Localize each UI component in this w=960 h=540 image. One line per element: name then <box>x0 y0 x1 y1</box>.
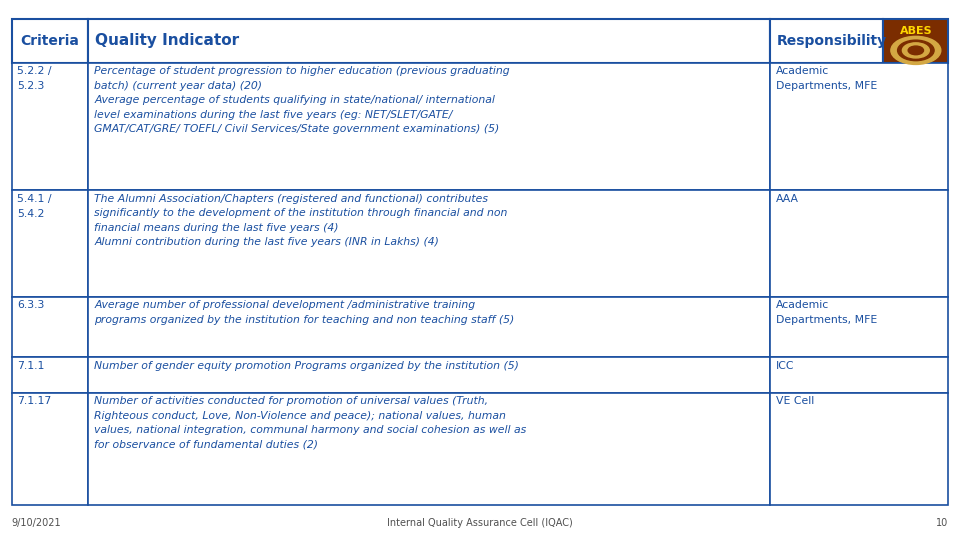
Bar <box>88 357 771 393</box>
Bar <box>88 19 771 63</box>
Text: 5.2.2 /
5.2.3: 5.2.2 / 5.2.3 <box>17 66 52 91</box>
Bar <box>771 357 948 393</box>
Text: Criteria: Criteria <box>20 34 80 48</box>
Bar <box>88 296 771 357</box>
Circle shape <box>898 40 934 60</box>
Bar <box>12 357 88 393</box>
Bar <box>12 19 88 63</box>
Text: 9/10/2021: 9/10/2021 <box>12 518 61 528</box>
Bar <box>771 19 883 63</box>
Text: 7.1.1: 7.1.1 <box>17 361 45 371</box>
Text: Academic
Departments, MFE: Academic Departments, MFE <box>777 300 877 325</box>
Text: Number of gender equity promotion Programs organized by the institution (5): Number of gender equity promotion Progra… <box>94 361 519 371</box>
Text: ABES: ABES <box>900 26 932 36</box>
Text: The Alumni Association/Chapters (registered and functional) contributes
signific: The Alumni Association/Chapters (registe… <box>94 194 508 247</box>
Text: Average number of professional development /administrative training
programs org: Average number of professional developme… <box>94 300 515 325</box>
Circle shape <box>891 36 941 64</box>
Circle shape <box>902 43 929 58</box>
Text: VE Cell: VE Cell <box>777 396 814 406</box>
Bar <box>771 190 948 296</box>
Bar <box>12 63 88 190</box>
Bar <box>771 393 948 505</box>
Bar <box>88 63 771 190</box>
Text: 5.4.1 /
5.4.2: 5.4.1 / 5.4.2 <box>17 194 52 219</box>
Text: AAA: AAA <box>777 194 800 204</box>
Bar <box>88 190 771 296</box>
Bar <box>12 190 88 296</box>
Text: Responsibility: Responsibility <box>778 34 887 48</box>
Text: Academic
Departments, MFE: Academic Departments, MFE <box>777 66 877 91</box>
Text: Quality Indicator: Quality Indicator <box>95 33 239 48</box>
Text: ICC: ICC <box>777 361 795 371</box>
Circle shape <box>908 46 924 55</box>
Bar <box>771 63 948 190</box>
Bar <box>883 19 948 63</box>
Bar <box>771 296 948 357</box>
Bar <box>12 296 88 357</box>
Text: Number of activities conducted for promotion of universal values (Truth,
Righteo: Number of activities conducted for promo… <box>94 396 526 449</box>
Bar <box>88 393 771 505</box>
Text: 10: 10 <box>936 518 948 528</box>
Text: Percentage of student progression to higher education (previous graduating
batch: Percentage of student progression to hig… <box>94 66 510 134</box>
Bar <box>12 393 88 505</box>
Text: Internal Quality Assurance Cell (IQAC): Internal Quality Assurance Cell (IQAC) <box>387 518 573 528</box>
Text: 7.1.17: 7.1.17 <box>17 396 52 406</box>
Text: 6.3.3: 6.3.3 <box>17 300 45 310</box>
